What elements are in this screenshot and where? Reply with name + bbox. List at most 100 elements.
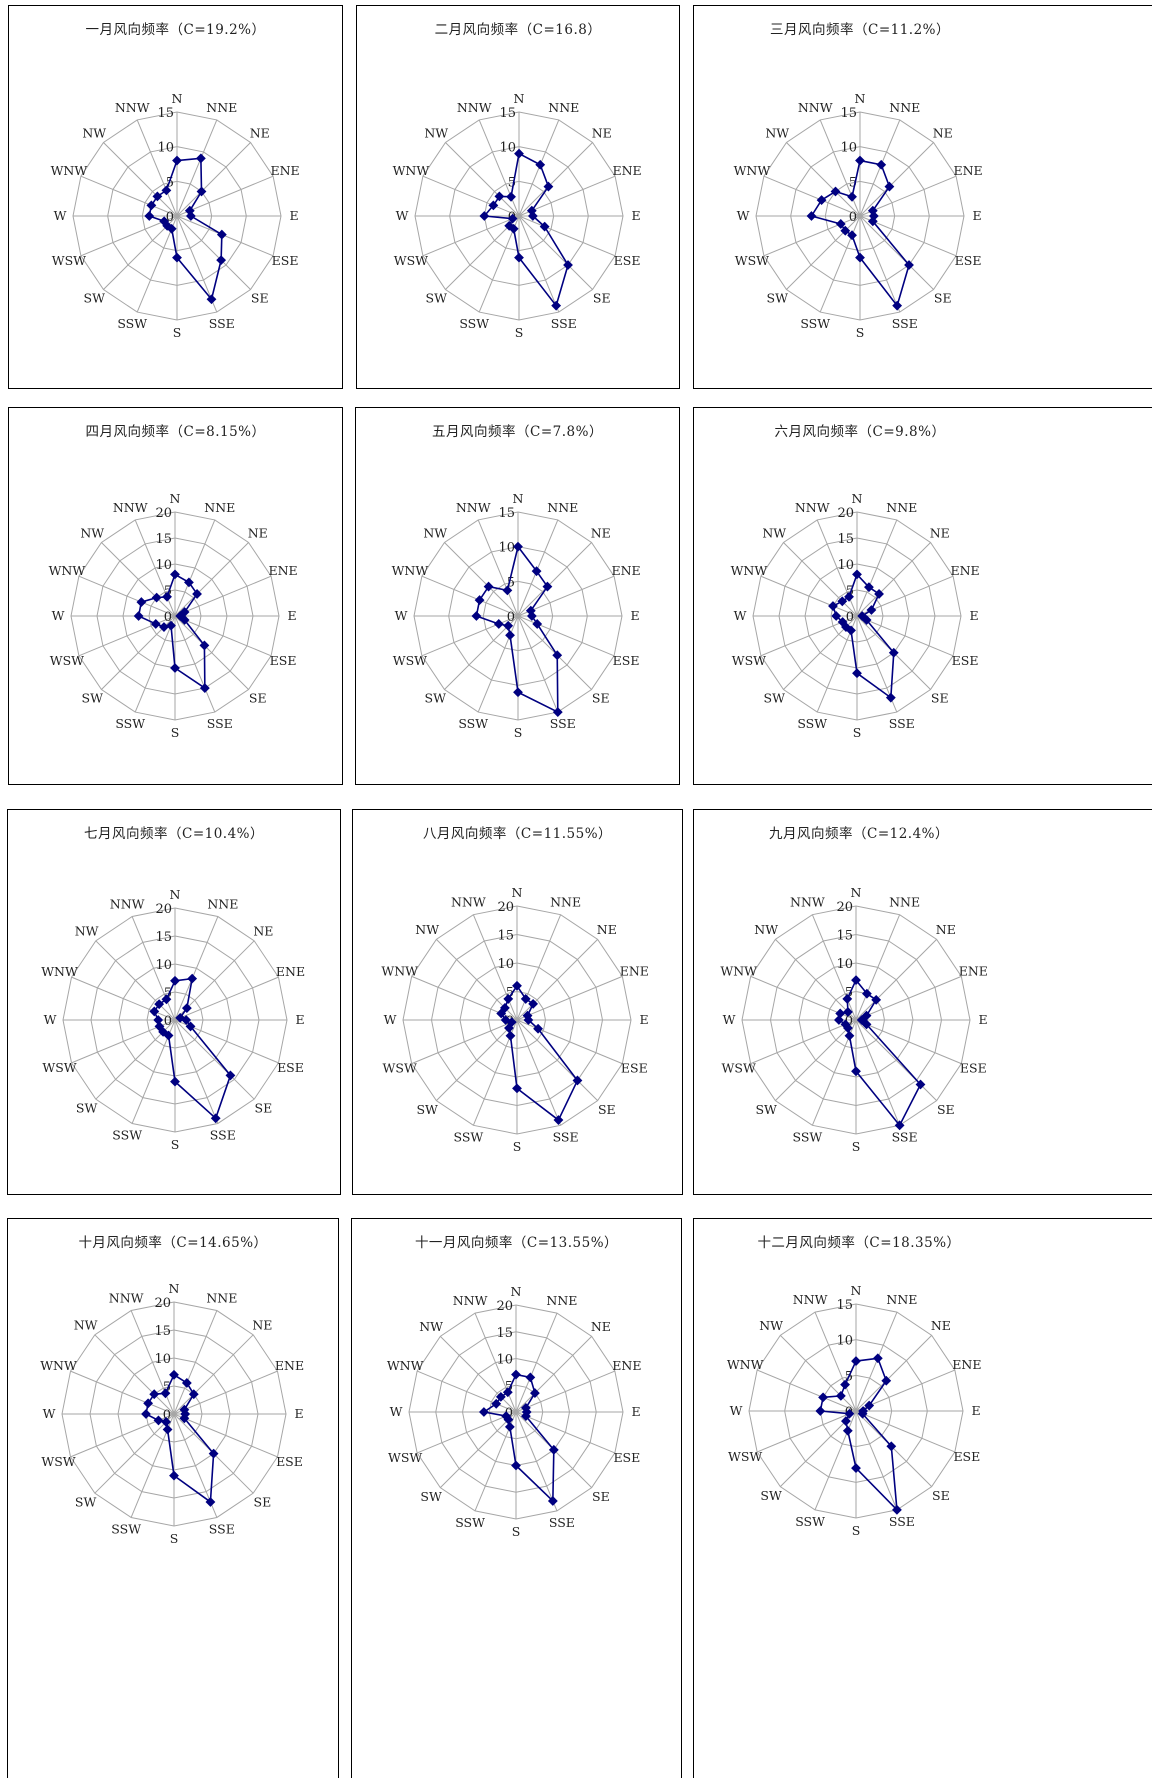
direction-label: WNW bbox=[731, 563, 768, 578]
data-point bbox=[159, 622, 169, 632]
direction-label: WSW bbox=[393, 653, 427, 668]
grid-spoke bbox=[174, 976, 279, 1021]
data-point bbox=[496, 1008, 507, 1019]
direction-label: S bbox=[515, 325, 524, 340]
data-point bbox=[133, 611, 144, 621]
data-point bbox=[195, 153, 206, 164]
direction-label: NW bbox=[82, 125, 106, 140]
data-point bbox=[500, 1003, 510, 1013]
direction-label: WSW bbox=[42, 1060, 76, 1075]
data-point bbox=[847, 191, 857, 202]
direction-label: S bbox=[856, 325, 865, 340]
data-point bbox=[507, 213, 518, 224]
grid-spoke bbox=[517, 615, 559, 713]
grid-spoke bbox=[518, 142, 593, 217]
data-point bbox=[187, 973, 198, 984]
direction-label: ENE bbox=[951, 563, 980, 578]
data-point bbox=[861, 1019, 872, 1030]
direction-label: ENE bbox=[269, 563, 298, 578]
data-point bbox=[474, 595, 485, 605]
wind-rose-panel-feb: 二月风向频率（C=16.8） N NNE NE ENE E ESE SE SSE S SSW SW W… bbox=[356, 5, 680, 389]
direction-label: NNE bbox=[206, 100, 237, 115]
wind-rose-chart: NNNENEENEEESESESSESSSWSWWSWWWNWNWNNW0510… bbox=[727, 1283, 982, 1538]
grid-spoke bbox=[760, 575, 858, 617]
direction-label: W bbox=[390, 1404, 403, 1419]
direction-label: SW bbox=[420, 1489, 442, 1504]
data-point bbox=[866, 605, 877, 615]
direction-label: SSW bbox=[455, 1515, 485, 1530]
tick-label: 5 bbox=[164, 584, 172, 599]
data-point bbox=[876, 159, 887, 170]
direction-label: NNE bbox=[204, 500, 235, 515]
grid-spoke bbox=[750, 1019, 857, 1065]
grid-spoke bbox=[855, 1019, 937, 1101]
tick-label: 5 bbox=[163, 1380, 171, 1395]
direction-label: ESE bbox=[955, 253, 982, 268]
data-point bbox=[835, 1390, 846, 1401]
wind-rose-panel-sep: 九月风向频率（C=12.4%） N NNE NE ENE E ESE SE SSE S SSW SW… bbox=[693, 809, 1152, 1195]
data-point bbox=[837, 617, 848, 627]
direction-label: SW bbox=[76, 1100, 98, 1115]
data-point bbox=[894, 1120, 905, 1131]
tick-label: 0 bbox=[505, 1406, 513, 1421]
grid-spoke bbox=[855, 914, 901, 1021]
data-point bbox=[857, 1408, 868, 1419]
tick-label: 0 bbox=[507, 610, 515, 625]
tick-label: 15 bbox=[496, 1326, 513, 1341]
data-point bbox=[837, 596, 848, 607]
grid-spoke bbox=[134, 615, 176, 713]
data-point bbox=[149, 1006, 160, 1017]
data-point bbox=[513, 541, 523, 552]
tick-label: 10 bbox=[155, 958, 172, 973]
direction-label: NE bbox=[933, 125, 953, 140]
grid-spoke bbox=[855, 1410, 898, 1511]
direction-label: NW bbox=[415, 922, 439, 937]
direction-label: WSW bbox=[388, 1450, 422, 1465]
data-point bbox=[818, 1392, 828, 1403]
direction-label: NE bbox=[591, 1319, 611, 1334]
direction-label: NW bbox=[75, 924, 99, 939]
data-point bbox=[184, 577, 194, 588]
direction-label: ESE bbox=[276, 1454, 303, 1469]
data-point bbox=[208, 1448, 219, 1459]
data-point bbox=[552, 650, 563, 661]
data-point bbox=[851, 1356, 861, 1366]
direction-label: NE bbox=[597, 922, 617, 937]
data-point bbox=[478, 1407, 489, 1417]
direction-label: E bbox=[631, 1404, 640, 1419]
data-point bbox=[513, 687, 523, 698]
chart-title: 三月风向频率（C=11.2%） bbox=[769, 22, 951, 38]
data-point bbox=[539, 221, 550, 232]
direction-label: WNW bbox=[393, 163, 430, 178]
grid-spoke bbox=[783, 542, 858, 617]
direction-label: S bbox=[171, 725, 180, 740]
direction-label: NNW bbox=[790, 895, 825, 910]
chart-title: 四月风向频率（C=8.15%） bbox=[85, 424, 266, 440]
grid-spoke bbox=[859, 142, 934, 217]
data-point bbox=[572, 1075, 583, 1086]
grid-spoke bbox=[422, 215, 520, 257]
direction-label: NNE bbox=[886, 1292, 917, 1307]
direction-label: ENE bbox=[959, 963, 988, 978]
data-point bbox=[199, 640, 210, 651]
direction-label: NE bbox=[248, 525, 268, 540]
direction-label: SSW bbox=[111, 1521, 141, 1536]
data-point bbox=[159, 216, 170, 227]
grid-spoke bbox=[518, 215, 593, 290]
grid-spoke bbox=[518, 215, 616, 257]
grid-spoke bbox=[515, 1411, 616, 1454]
direction-label: N bbox=[851, 885, 862, 900]
tick-label: 20 bbox=[837, 506, 854, 521]
data-point bbox=[170, 663, 180, 673]
data-point bbox=[520, 1411, 531, 1422]
direction-label: ENE bbox=[612, 1358, 641, 1373]
direction-label: SW bbox=[767, 291, 789, 306]
grid-spoke bbox=[855, 975, 962, 1021]
data-point bbox=[161, 185, 172, 196]
direction-label: SE bbox=[937, 1102, 955, 1117]
grid-spoke bbox=[176, 215, 251, 290]
tick-label: 10 bbox=[499, 141, 516, 156]
data-point bbox=[892, 300, 903, 311]
direction-label: W bbox=[52, 608, 65, 623]
data-point bbox=[504, 220, 515, 231]
